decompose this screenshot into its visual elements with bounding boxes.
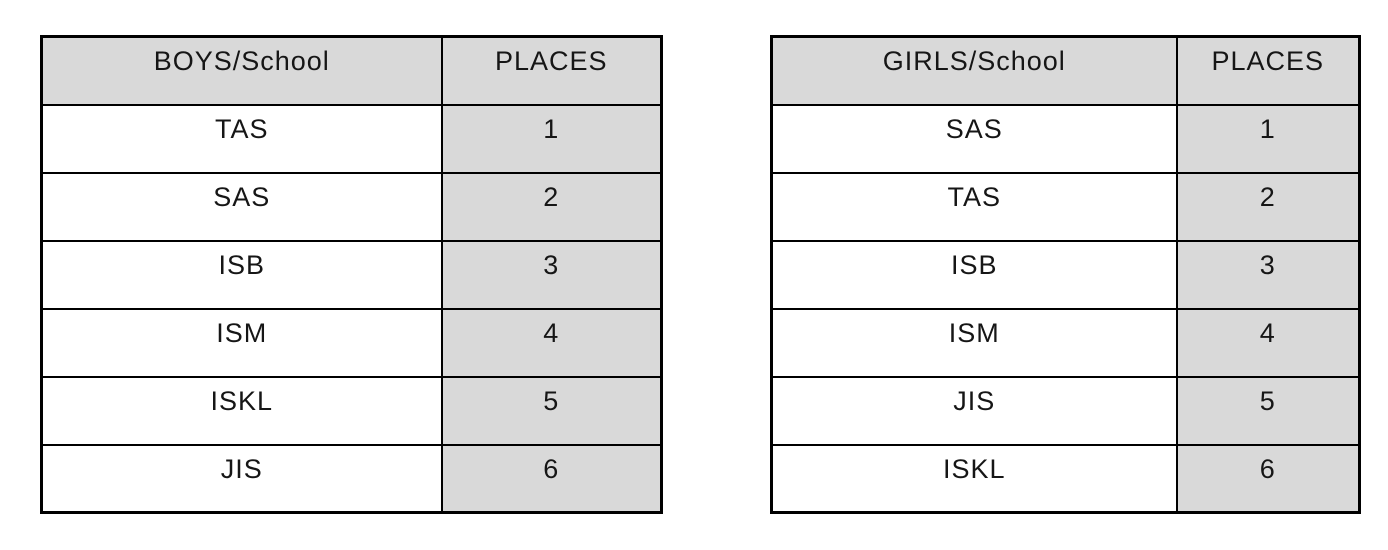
school-cell: ISM	[40, 307, 443, 378]
school-cell: ISB	[40, 239, 443, 310]
table-row: JIS 6	[40, 443, 663, 514]
school-cell: TAS	[770, 171, 1178, 242]
school-cell: JIS	[40, 443, 443, 514]
place-cell: 1	[1175, 103, 1361, 174]
school-cell: ISKL	[40, 375, 443, 446]
school-cell: SAS	[770, 103, 1178, 174]
school-column-header: BOYS/School	[40, 35, 443, 106]
place-cell: 1	[440, 103, 663, 174]
table-row: ISB 3	[770, 239, 1361, 310]
school-column-header: GIRLS/School	[770, 35, 1178, 106]
school-cell: ISB	[770, 239, 1178, 310]
school-cell: ISM	[770, 307, 1178, 378]
table-row: ISM 4	[40, 307, 663, 378]
place-cell: 5	[1175, 375, 1361, 446]
place-cell: 4	[440, 307, 663, 378]
table-row: SAS 2	[40, 171, 663, 242]
table-row: ISM 4	[770, 307, 1361, 378]
table-row: ISB 3	[40, 239, 663, 310]
table-row: JIS 5	[770, 375, 1361, 446]
school-cell: SAS	[40, 171, 443, 242]
places-column-header: PLACES	[1175, 35, 1361, 106]
place-cell: 6	[440, 443, 663, 514]
place-cell: 2	[1175, 171, 1361, 242]
place-cell: 3	[1175, 239, 1361, 310]
places-column-header: PLACES	[440, 35, 663, 106]
table-row: ISKL 5	[40, 375, 663, 446]
school-cell: JIS	[770, 375, 1178, 446]
header-row: BOYS/School PLACES	[40, 35, 663, 106]
place-cell: 3	[440, 239, 663, 310]
place-cell: 2	[440, 171, 663, 242]
table-row: TAS 2	[770, 171, 1361, 242]
girls-results-table: GIRLS/School PLACES SAS 1 TAS 2 ISB 3 ISM 4 JIS 5 IS…	[770, 35, 1361, 514]
place-cell: 6	[1175, 443, 1361, 514]
place-cell: 5	[440, 375, 663, 446]
place-cell: 4	[1175, 307, 1361, 378]
boys-results-table: BOYS/School PLACES TAS 1 SAS 2 ISB 3 ISM 4 ISKL 5 JI…	[40, 35, 663, 514]
table-row: SAS 1	[770, 103, 1361, 174]
school-cell: TAS	[40, 103, 443, 174]
table-row: TAS 1	[40, 103, 663, 174]
header-row: GIRLS/School PLACES	[770, 35, 1361, 106]
school-cell: ISKL	[770, 443, 1178, 514]
table-row: ISKL 6	[770, 443, 1361, 514]
